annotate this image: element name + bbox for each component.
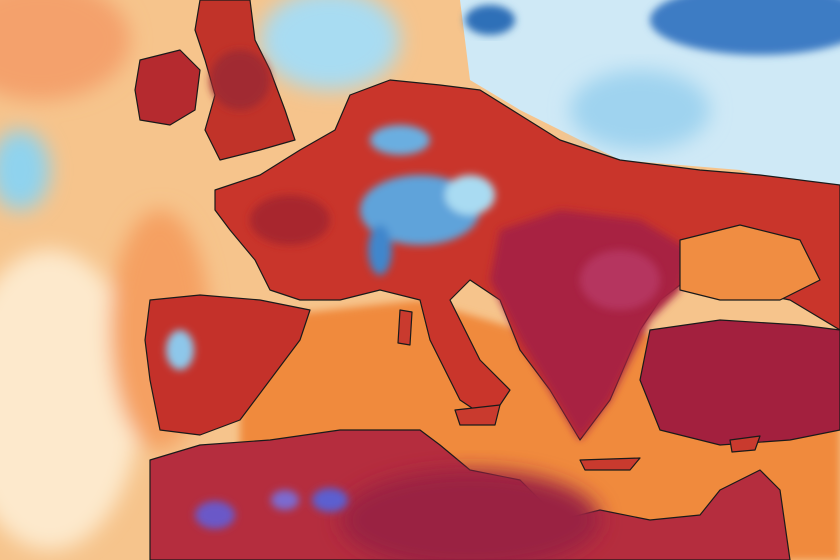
atlas-cool [195, 501, 235, 529]
cool-patch [570, 70, 710, 150]
hot-spot [210, 50, 270, 110]
hot-spot [250, 195, 330, 245]
cool-patch [0, 130, 50, 210]
cool-spot [445, 175, 495, 215]
pale-patch [0, 250, 140, 550]
warm-patch [0, 0, 130, 100]
iberia [144, 294, 311, 436]
hot-core [340, 470, 600, 560]
cold-spot [465, 5, 515, 35]
ireland [134, 49, 201, 126]
cool-spot [368, 225, 392, 275]
corsica-sardinia [397, 309, 413, 346]
warm-spots [210, 50, 660, 310]
cool-spot [166, 330, 194, 370]
north-sea-cool [260, 0, 400, 90]
atlas-cool [312, 488, 348, 512]
cool-spot [370, 125, 430, 155]
cool-spots [166, 125, 495, 529]
turkey [639, 319, 840, 446]
crete [579, 457, 641, 471]
sicily [454, 404, 501, 426]
cold-core [650, 0, 840, 55]
atlas-cool [271, 490, 299, 510]
hot-spot [580, 250, 660, 310]
black-sea [679, 224, 821, 301]
cyprus [729, 435, 761, 453]
